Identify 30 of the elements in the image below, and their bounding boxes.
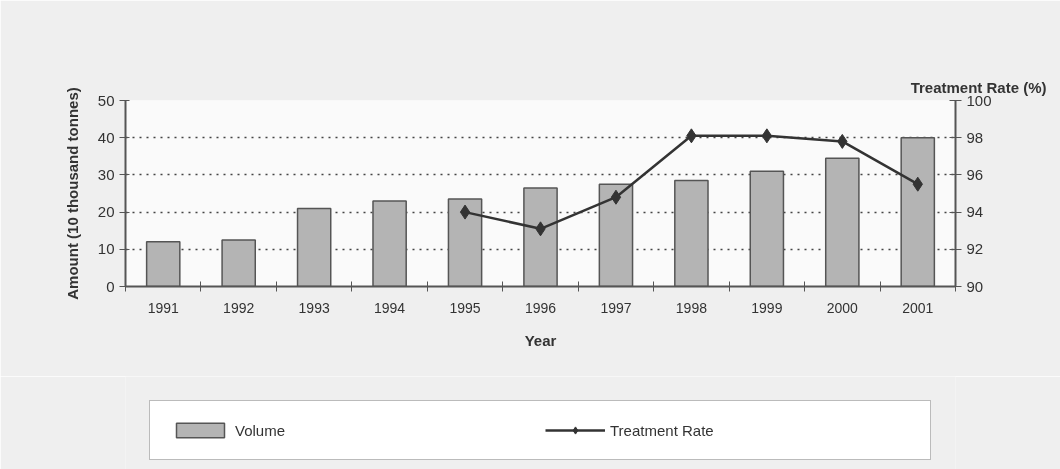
x-tick-label: 2000 [826, 299, 859, 316]
x-tick-label: 1998 [675, 299, 708, 316]
x-tick-label: 1999 [751, 299, 783, 316]
x-tick-label: 1993 [298, 299, 330, 316]
y-axis-title: Amount (10 thousand tonnes) [63, 87, 81, 300]
point [761, 128, 773, 144]
legend-label: Volume [235, 421, 287, 439]
y-tick-label: 30 [97, 165, 115, 183]
legend-label: Treatment Rate [610, 421, 715, 439]
point [610, 189, 622, 205]
y2-axis-title: Treatment Rate (%) [910, 78, 1047, 96]
y2-tick-label: 96 [966, 165, 984, 183]
x-tick-label: 2001 [902, 299, 934, 316]
point [459, 204, 471, 220]
y-tick-label: 20 [97, 203, 115, 221]
x-tick-label: 1997 [600, 299, 632, 316]
x-axis-title: Year [524, 331, 557, 349]
y2-tick-label: 90 [966, 277, 984, 295]
y-tick-label: 10 [97, 240, 115, 258]
x-tick-label: 1992 [223, 299, 255, 316]
y-tick-label: 50 [97, 91, 115, 109]
y2-tick-label: 98 [966, 128, 984, 146]
x-tick-label: 1994 [374, 299, 406, 316]
x-tick-label: 1991 [147, 299, 180, 316]
x-tick-label: 1996 [524, 299, 557, 316]
y-tick-label: 40 [97, 128, 115, 146]
y2-tick-label: 92 [966, 240, 984, 258]
y2-tick-label: 94 [966, 203, 984, 221]
y-tick-label: 0 [106, 277, 115, 295]
x-tick-label: 1995 [449, 299, 481, 316]
